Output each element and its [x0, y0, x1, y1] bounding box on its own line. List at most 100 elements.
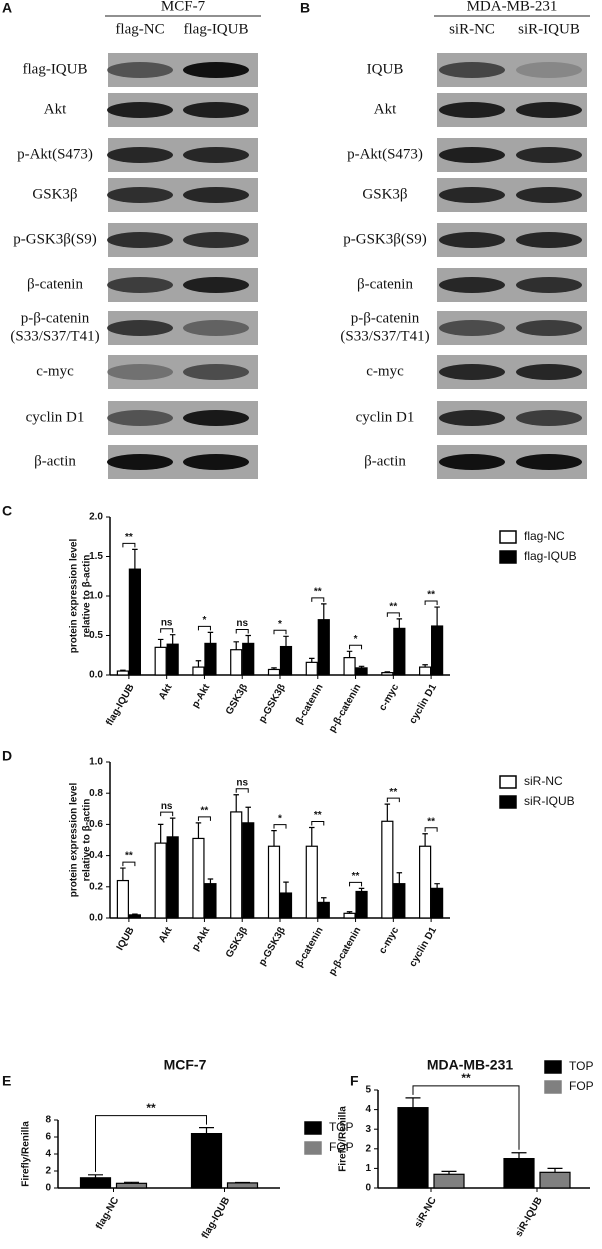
bar: [154, 646, 167, 676]
sig-bracket: [235, 788, 249, 793]
band: [516, 364, 582, 380]
row-label: p-β-catenin: [21, 310, 90, 326]
bar: [433, 1173, 465, 1189]
sig-bracket: [311, 597, 325, 602]
panel-letter: B: [300, 0, 310, 16]
bar: [79, 1177, 112, 1189]
y-tick-label: 0.6: [89, 819, 103, 830]
y-axis-title: protein expression level: [69, 783, 80, 898]
y-tick-label: 1.0: [89, 757, 103, 768]
lane-label: siR-NC: [449, 21, 495, 37]
legend-swatch: [499, 795, 517, 809]
row-label: β-actin: [364, 453, 406, 469]
row-label: Akt: [44, 101, 67, 117]
error-bar: [309, 657, 315, 663]
x-tick-label: p-β-catenin: [327, 925, 363, 977]
row-label: cyclin D1: [356, 409, 415, 425]
error-bar: [283, 881, 289, 894]
band: [183, 277, 249, 293]
y-tick-label: 0.0: [89, 913, 103, 924]
bar: [204, 642, 217, 676]
error-bar: [384, 803, 391, 822]
band: [439, 454, 505, 470]
band: [439, 62, 505, 78]
bar: [355, 890, 368, 919]
y-tick-label: 0.0: [89, 670, 103, 681]
band: [516, 102, 582, 118]
bar: [115, 1182, 148, 1189]
error-bar: [309, 826, 315, 847]
x-tick-label: flag-IQUB: [200, 1195, 233, 1240]
bar: [305, 845, 318, 919]
x-tick-label: c-myc: [377, 682, 401, 713]
sig-label: ns: [161, 617, 173, 628]
y-tick-label: 2: [45, 1166, 51, 1177]
x-tick-label: siR-IQUB: [513, 1195, 544, 1239]
row-label: p-Akt(S473): [17, 146, 93, 162]
lane-label: siR-IQUB: [518, 21, 580, 37]
error-bar: [207, 631, 214, 644]
y-tick-label: 5: [365, 1085, 371, 1096]
band: [183, 102, 249, 118]
bar: [230, 811, 243, 919]
band: [439, 102, 505, 118]
y-axis-title: relative to β-actin: [82, 555, 93, 638]
band: [107, 364, 173, 380]
y-tick-label: 8: [45, 1115, 51, 1126]
sig-bracket: [424, 600, 438, 606]
row-label: flag-IQUB: [23, 61, 88, 77]
band: [107, 102, 173, 118]
error-bar: [511, 1152, 527, 1159]
y-axis-title: relative to β-actin: [82, 799, 93, 882]
sig-label: ns: [161, 801, 173, 812]
sig-bracket: [273, 824, 287, 829]
error-bar: [132, 913, 138, 915]
error-bar: [124, 1181, 139, 1184]
chart-title: MDA-MB-231: [427, 1057, 514, 1073]
bar: [166, 836, 179, 919]
sig-bracket: [311, 821, 325, 826]
legend-swatch: [304, 1121, 322, 1135]
legend-swatch: [499, 530, 517, 544]
error-bar: [195, 822, 202, 839]
bar: [204, 883, 217, 919]
band: [516, 454, 582, 470]
error-bar: [271, 667, 277, 670]
bar: [317, 619, 330, 676]
band: [183, 320, 249, 336]
y-tick-label: 0.8: [89, 788, 103, 799]
y-tick-label: 6: [45, 1132, 51, 1143]
error-bar: [396, 618, 403, 629]
error-bar: [434, 883, 440, 889]
band: [516, 232, 582, 248]
error-bar: [346, 911, 353, 914]
panel-letter: A: [2, 0, 12, 16]
bar: [419, 666, 432, 676]
band: [439, 187, 505, 203]
sig-bracket: [349, 881, 363, 887]
bar: [317, 901, 330, 919]
x-tick-label: Akt: [157, 682, 175, 702]
error-bar: [207, 878, 214, 884]
sig-label: **: [201, 805, 209, 816]
band: [439, 320, 505, 336]
bar: [242, 642, 255, 676]
bar: [503, 1157, 535, 1189]
error-bar: [233, 641, 239, 650]
panel-letter: C: [2, 503, 12, 519]
x-tick-label: cyclin D1: [408, 925, 440, 969]
y-tick-label: 4: [365, 1104, 371, 1115]
band: [439, 277, 505, 293]
sig-bracket: [235, 629, 249, 634]
error-bar: [157, 638, 164, 648]
bar: [431, 625, 444, 676]
sig-bracket: [424, 827, 438, 832]
error-bar: [384, 671, 391, 673]
sig-bracket: [349, 644, 363, 650]
y-axis-title: protein expression level: [69, 539, 80, 654]
legend-swatch: [544, 1080, 562, 1094]
error-bar: [422, 833, 428, 847]
legend-label: TOP: [329, 1120, 353, 1134]
legend-label: flag-IQUB: [524, 549, 577, 563]
